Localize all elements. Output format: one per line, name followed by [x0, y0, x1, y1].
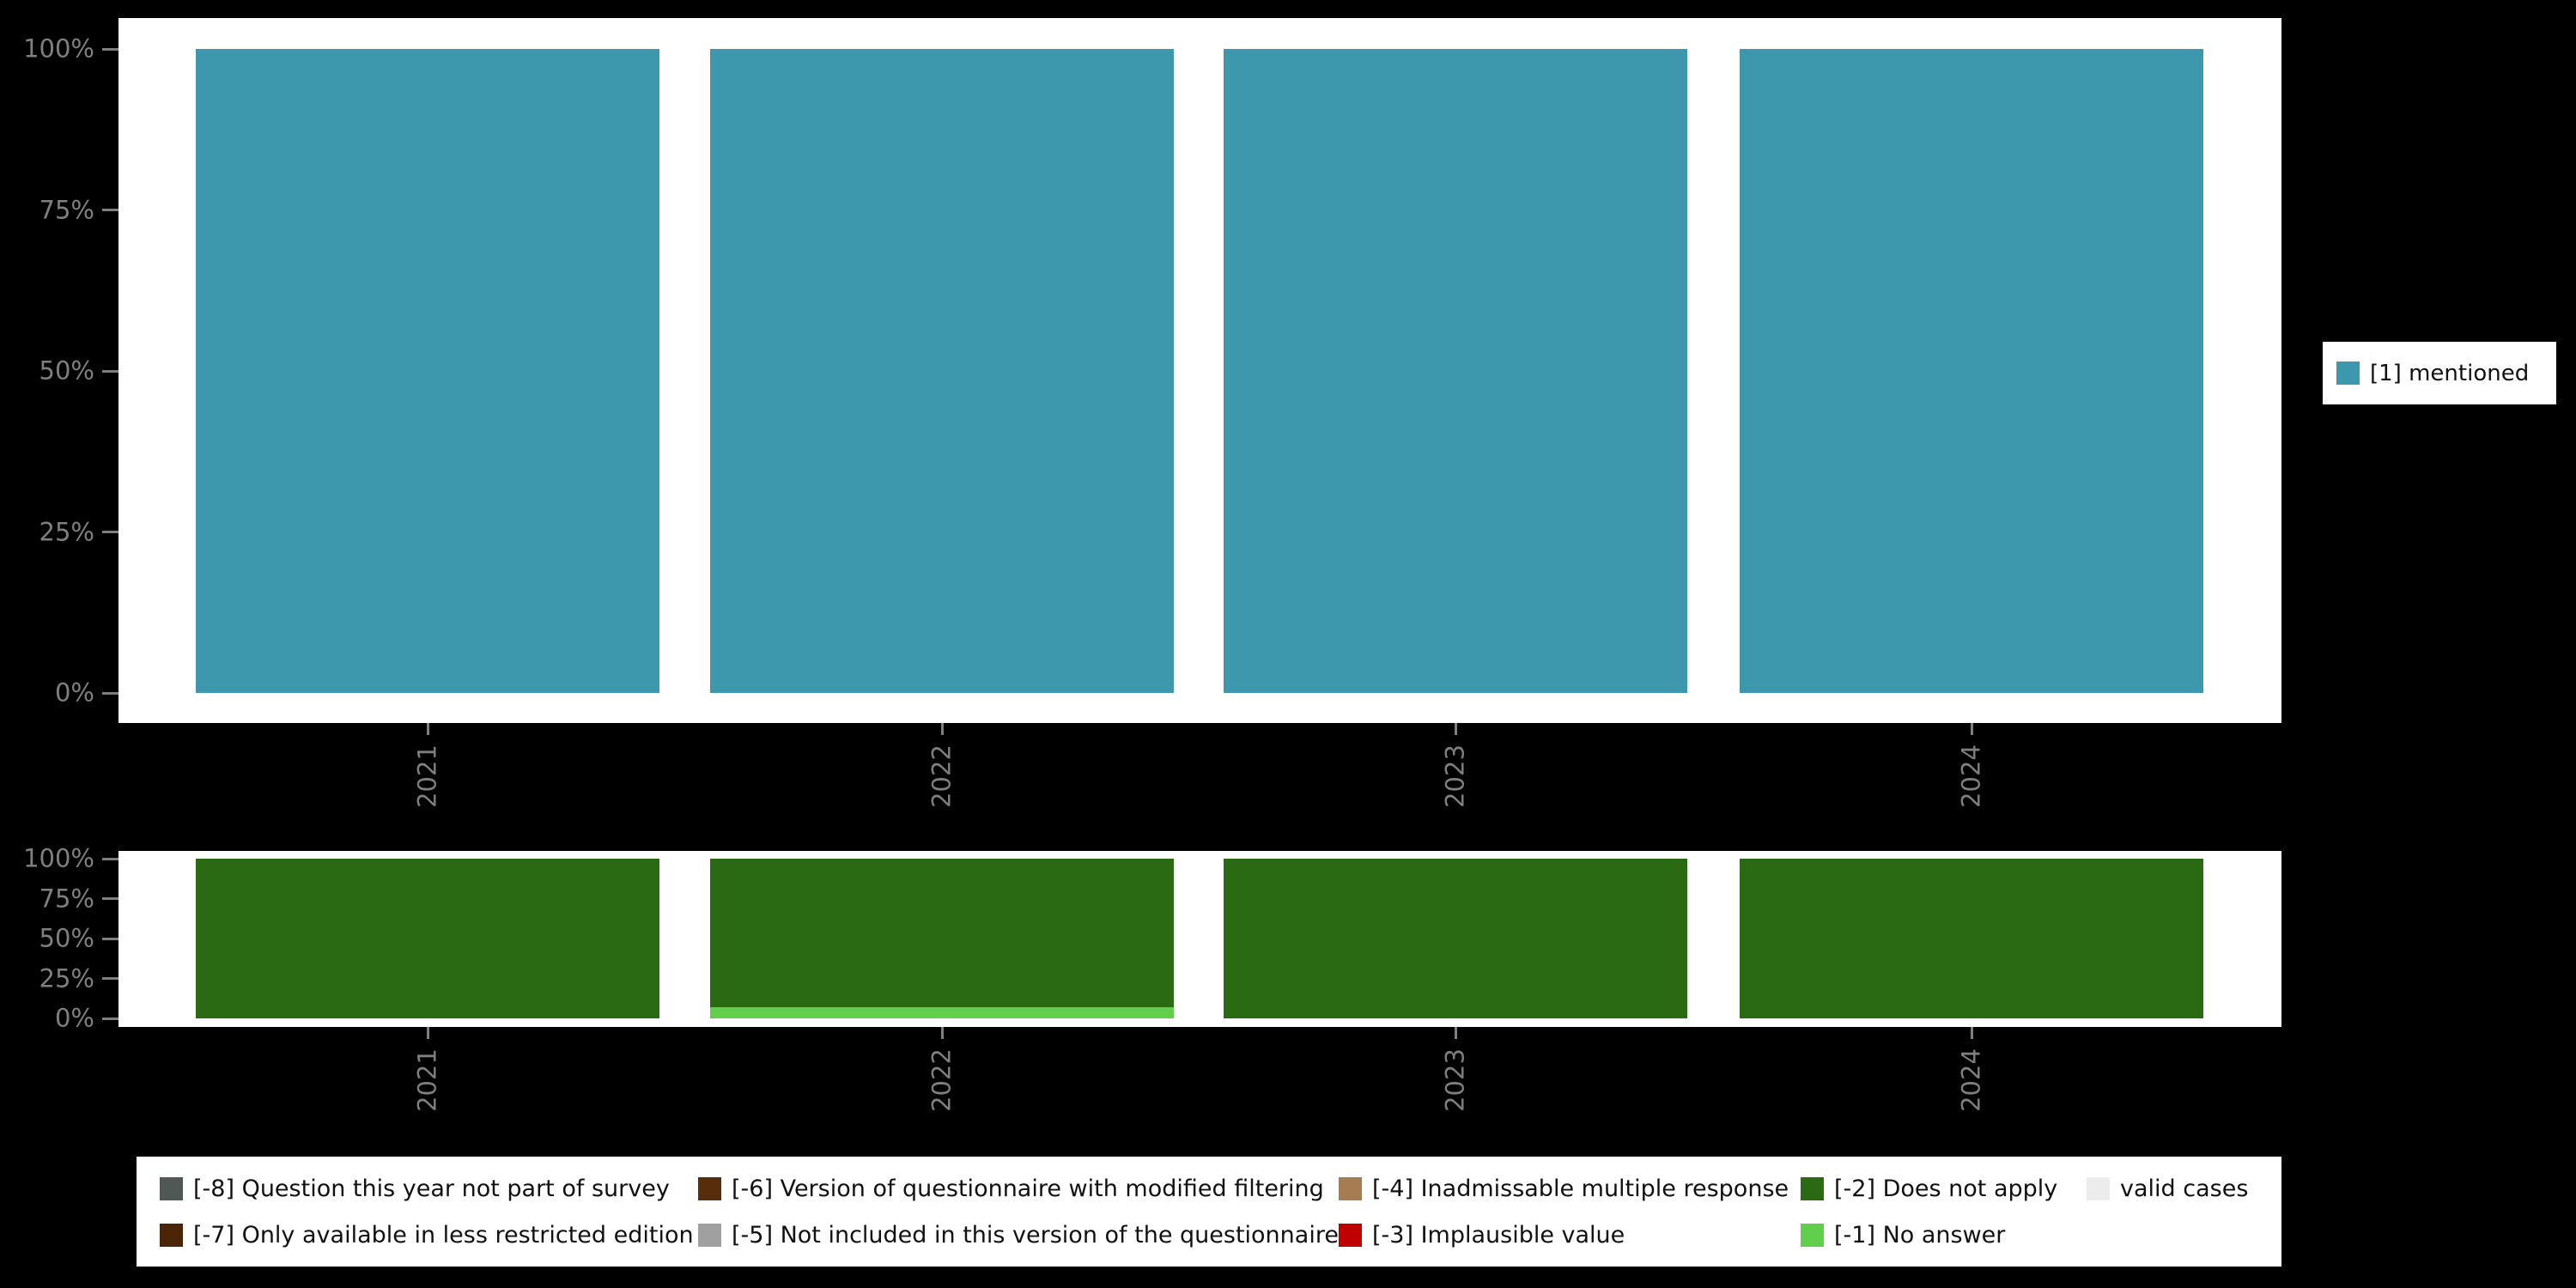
- legend-label: [-8] Question this year not part of surv…: [193, 1175, 670, 1202]
- y-axis-label: 100%: [23, 33, 94, 64]
- x-axis-label: 2022: [927, 744, 957, 808]
- y-axis-tick: [102, 937, 118, 940]
- legend-swatch: [2087, 1176, 2110, 1200]
- x-axis-tick: [426, 1027, 429, 1039]
- x-axis-tick: [940, 1027, 944, 1039]
- legend-swatch: [1801, 1176, 1824, 1200]
- legend-swatch: [1339, 1223, 1362, 1247]
- bar-segment: [1740, 859, 2203, 1018]
- legend-label: [-2] Does not apply: [1834, 1175, 2058, 1202]
- legend-swatch: [160, 1176, 183, 1200]
- legend-label: [-4] Inadmissable multiple response: [1372, 1175, 1789, 1202]
- legend-item: [-1] No answer: [1801, 1222, 2087, 1249]
- y-axis-label: 25%: [39, 963, 94, 993]
- bar-segment: [1224, 859, 1687, 1018]
- legend-label: [-6] Version of questionnaire with modif…: [732, 1175, 1324, 1202]
- y-axis-tick: [102, 977, 118, 980]
- y-axis-tick: [102, 897, 118, 900]
- mentioned-chart-legend: [1] mentioned: [2323, 342, 2556, 404]
- legend-swatch: [698, 1176, 721, 1200]
- legend-label: [-1] No answer: [1834, 1221, 2006, 1249]
- x-axis-tick: [1454, 723, 1457, 735]
- bar-segment: [196, 859, 659, 1018]
- x-axis-label: 2022: [927, 1048, 957, 1112]
- legend-item: [-8] Question this year not part of surv…: [160, 1176, 698, 1202]
- legend-item: [-6] Version of questionnaire with modif…: [698, 1176, 1339, 1202]
- bar-segment: [710, 49, 1174, 693]
- bar-segment: [1224, 49, 1687, 693]
- x-axis-label: 2023: [1440, 1048, 1470, 1112]
- legend-item: [-2] Does not apply: [1801, 1176, 2087, 1202]
- legend-label: valid cases: [2120, 1175, 2249, 1202]
- x-axis-label: 2023: [1440, 744, 1470, 808]
- x-axis-label: 2021: [412, 744, 442, 808]
- legend-swatch: [2336, 361, 2360, 385]
- x-axis-tick: [1970, 723, 1973, 735]
- legend-label: [1] mentioned: [2370, 360, 2530, 386]
- y-axis-label: 50%: [39, 923, 94, 953]
- y-axis-label: 100%: [23, 843, 94, 873]
- y-axis-label: 75%: [39, 195, 94, 224]
- bar-segment: [1740, 49, 2203, 693]
- x-axis-tick: [426, 723, 429, 735]
- y-axis-label: 50%: [39, 355, 94, 386]
- x-axis-label: 2021: [412, 1048, 442, 1112]
- y-axis-label: 75%: [39, 884, 94, 913]
- legend-item: valid cases: [2087, 1176, 2273, 1202]
- legend-label: [-3] Implausible value: [1372, 1221, 1625, 1249]
- legend-item: [-5] Not included in this version of the…: [698, 1222, 1339, 1249]
- bar-segment: [710, 1006, 1174, 1018]
- x-axis-tick: [940, 723, 944, 735]
- x-axis-tick: [1454, 1027, 1457, 1039]
- mentioned-chart-plot-area: [118, 18, 2281, 723]
- y-axis-tick: [102, 691, 118, 695]
- legend-swatch: [160, 1223, 183, 1247]
- y-axis-label: 0%: [54, 1003, 94, 1033]
- legend-item: [1] mentioned: [2336, 361, 2529, 386]
- y-axis-label: 25%: [39, 517, 94, 546]
- legend-swatch: [1339, 1176, 1362, 1200]
- legend-swatch: [1801, 1223, 1824, 1247]
- y-axis-tick: [102, 369, 118, 373]
- legend-item: [-3] Implausible value: [1339, 1222, 1801, 1249]
- y-axis-tick: [102, 1017, 118, 1020]
- legend-label: [-5] Not included in this version of the…: [732, 1221, 1339, 1249]
- legend-item: [-4] Inadmissable multiple response: [1339, 1176, 1801, 1202]
- legend-label: [-7] Only available in less restricted e…: [193, 1221, 694, 1249]
- legend-item: [-7] Only available in less restricted e…: [160, 1222, 698, 1249]
- y-axis-tick: [102, 209, 118, 211]
- bar-segment: [710, 859, 1174, 1007]
- x-axis-label: 2024: [1956, 1048, 1986, 1112]
- x-axis-tick: [1970, 1027, 1973, 1039]
- missing-values-legend: [-8] Question this year not part of surv…: [137, 1157, 2281, 1267]
- y-axis-tick: [102, 47, 118, 51]
- y-axis-label: 0%: [54, 677, 94, 708]
- y-axis-tick: [102, 857, 118, 860]
- y-axis-tick: [102, 531, 118, 533]
- bar-segment: [196, 49, 659, 693]
- legend-swatch: [698, 1223, 721, 1247]
- x-axis-label: 2024: [1956, 744, 1986, 808]
- missing-values-chart-plot-area: [118, 851, 2281, 1027]
